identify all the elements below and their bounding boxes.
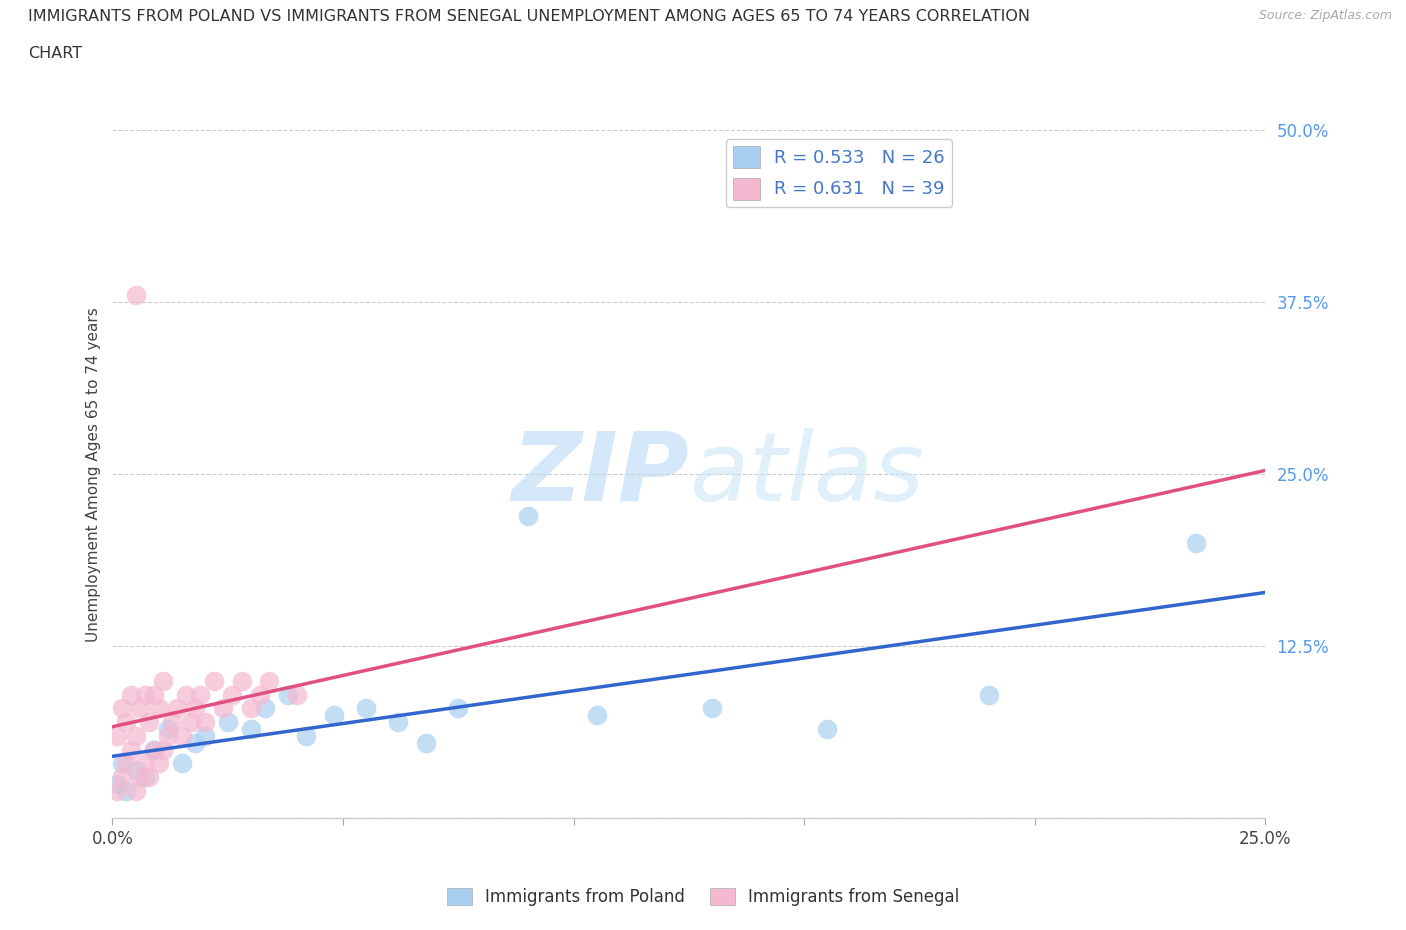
Point (285, 687, 308, 702)
Point (148, 756, 170, 771)
Point (815, 722, 838, 737)
Point (239, 701, 262, 716)
Point (170, 756, 193, 771)
Point (115, 714, 138, 729)
Text: IMMIGRANTS FROM POLAND VS IMMIGRANTS FROM SENEGAL UNEMPLOYMENT AMONG AGES 65 TO : IMMIGRANTS FROM POLAND VS IMMIGRANTS FRO… (28, 9, 1031, 24)
Point (387, 714, 409, 729)
Point (120, 742, 142, 757)
Legend: R = 0.533   N = 26, R = 0.631   N = 39: R = 0.533 N = 26, R = 0.631 N = 39 (725, 140, 952, 206)
Point (134, 770, 156, 785)
Text: Source: ZipAtlas.com: Source: ZipAtlas.com (1258, 9, 1392, 22)
Point (415, 736, 437, 751)
Point (111, 770, 134, 785)
Point (115, 756, 138, 771)
Point (134, 756, 156, 771)
Point (152, 673, 174, 688)
Point (170, 728, 193, 743)
Point (105, 777, 128, 791)
Point (111, 701, 134, 716)
Point (212, 701, 235, 716)
Point (585, 708, 607, 723)
Point (120, 687, 142, 702)
Point (253, 701, 276, 716)
Point (700, 701, 723, 716)
Point (202, 673, 225, 688)
Point (194, 728, 217, 743)
Text: atlas: atlas (689, 428, 924, 521)
Point (239, 722, 262, 737)
Point (124, 763, 146, 777)
Point (277, 687, 299, 702)
Point (231, 673, 253, 688)
Point (129, 701, 152, 716)
Point (124, 288, 146, 303)
Point (322, 708, 344, 723)
Point (129, 770, 152, 785)
Point (156, 722, 179, 737)
Point (162, 714, 184, 729)
Point (1185, 536, 1208, 551)
Legend: Immigrants from Poland, Immigrants from Senegal: Immigrants from Poland, Immigrants from … (440, 881, 966, 912)
Point (295, 728, 318, 743)
Point (124, 728, 146, 743)
Point (217, 714, 239, 729)
Y-axis label: Unemployment Among Ages 65 to 74 years: Unemployment Among Ages 65 to 74 years (86, 307, 101, 642)
Point (134, 687, 156, 702)
Point (977, 687, 1000, 702)
Point (115, 783, 138, 798)
Point (143, 687, 166, 702)
Point (354, 701, 377, 716)
Point (174, 687, 197, 702)
Point (152, 742, 174, 757)
Point (166, 701, 188, 716)
Point (138, 714, 160, 729)
Point (156, 728, 179, 743)
Point (143, 742, 166, 757)
Point (124, 783, 146, 798)
Text: ZIP: ZIP (510, 428, 689, 521)
Point (184, 736, 207, 751)
Point (105, 783, 128, 798)
Point (184, 701, 207, 716)
Point (180, 714, 202, 729)
Point (447, 701, 470, 716)
Point (516, 508, 538, 523)
Point (111, 756, 134, 771)
Point (221, 687, 243, 702)
Point (148, 701, 170, 716)
Point (188, 687, 211, 702)
Point (194, 714, 217, 729)
Text: CHART: CHART (28, 46, 82, 61)
Point (259, 673, 281, 688)
Point (138, 770, 160, 785)
Point (249, 687, 271, 702)
Point (105, 728, 128, 743)
Point (143, 742, 166, 757)
